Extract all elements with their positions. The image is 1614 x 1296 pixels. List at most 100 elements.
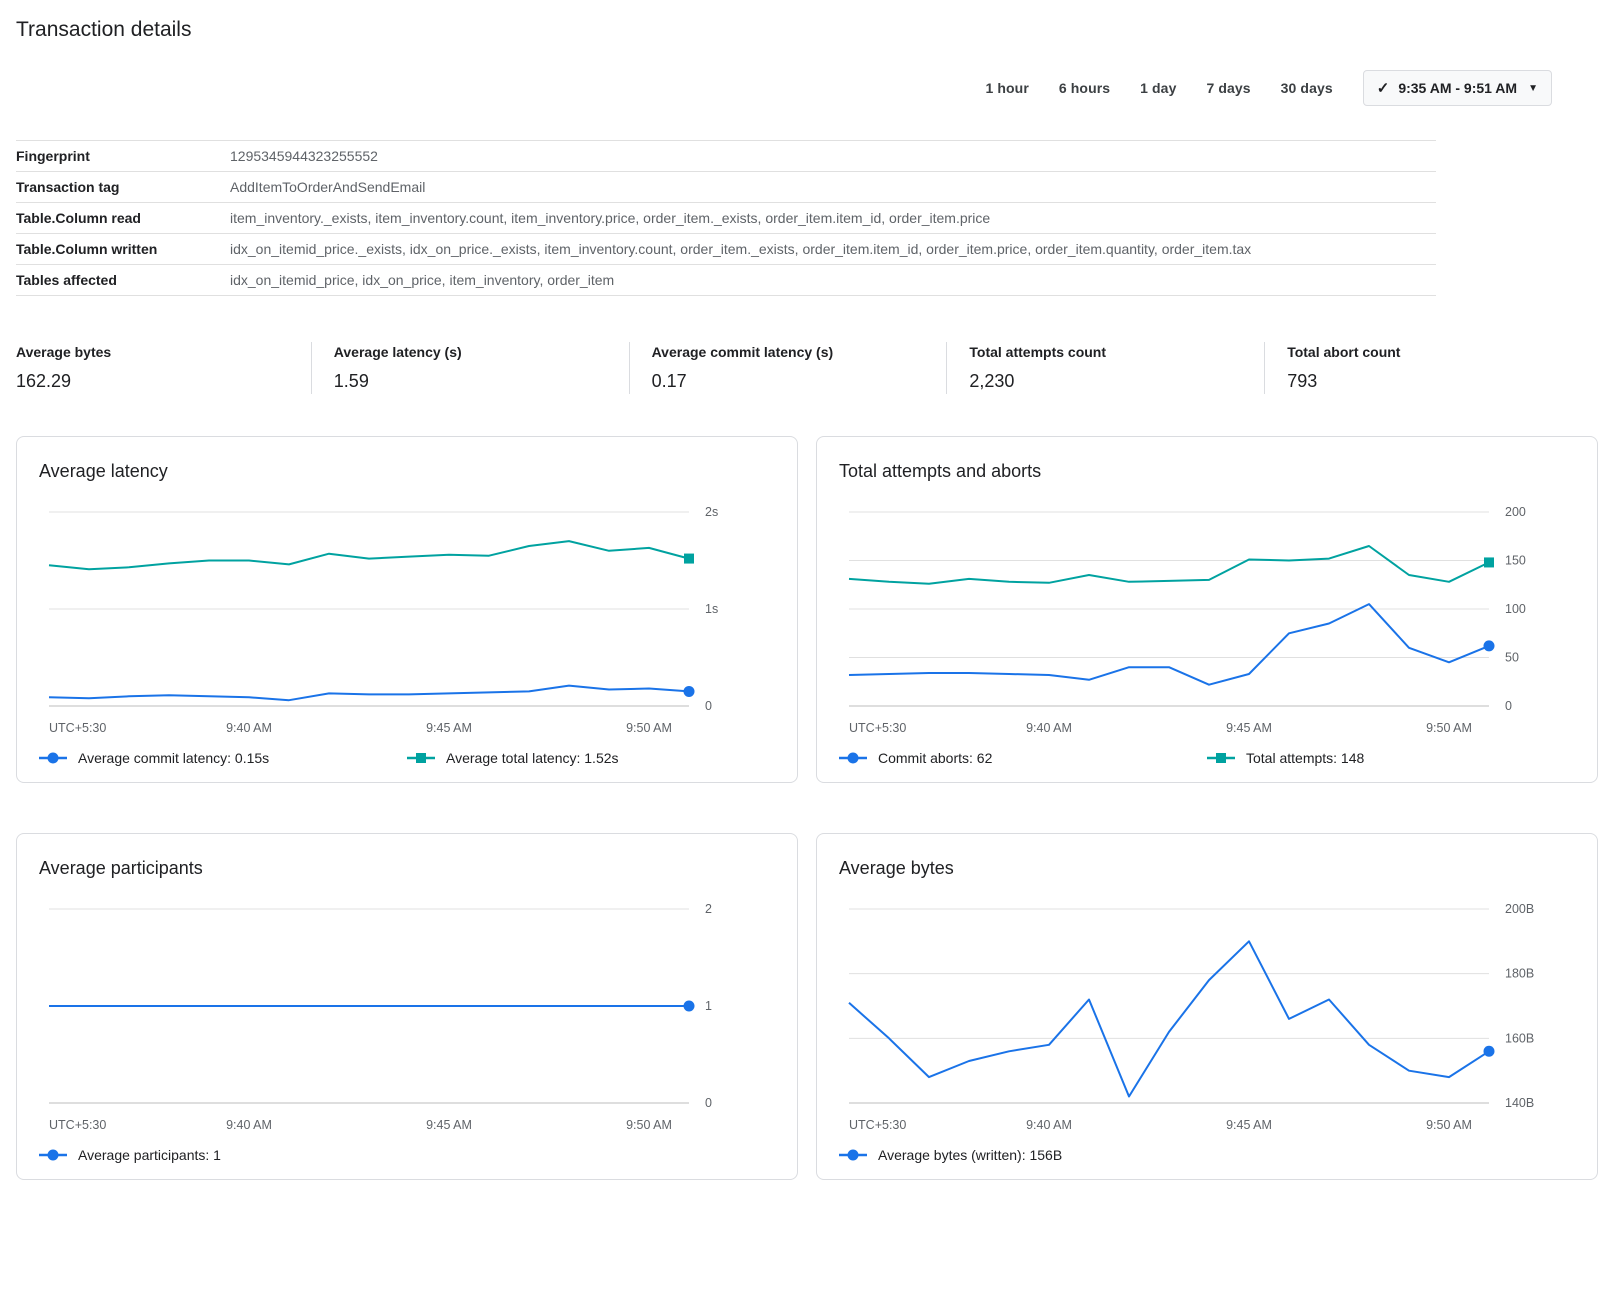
check-icon: ✓ [1376, 80, 1390, 97]
svg-text:1s: 1s [705, 602, 718, 616]
stat-average-commit-latency: Average commit latency (s) 0.17 [628, 342, 947, 394]
svg-text:200: 200 [1505, 505, 1526, 519]
table-row: Transaction tag AddItemToOrderAndSendEma… [16, 171, 1436, 202]
legend-label: Average participants: 1 [78, 1147, 221, 1163]
detail-label: Tables affected [16, 272, 117, 288]
table-row: Table.Column read item_inventory._exists… [16, 202, 1436, 233]
stat-average-bytes: Average bytes 162.29 [16, 342, 311, 394]
legend-dot-marker-icon [39, 752, 67, 764]
detail-label: Transaction tag [16, 179, 120, 195]
legend-item[interactable]: Average commit latency: 0.15s [39, 750, 407, 766]
legend-dot-marker-icon [39, 1149, 67, 1161]
svg-text:9:40 AM: 9:40 AM [1026, 721, 1072, 735]
svg-text:140B: 140B [1505, 1096, 1534, 1110]
detail-value: AddItemToOrderAndSendEmail [230, 179, 426, 195]
legend-item[interactable]: Total attempts: 148 [1207, 750, 1575, 766]
chart-card-average-latency: Average latency 0 1s 2s UTC+5:30 9:40 AM 9:45… [16, 436, 798, 783]
time-range-bar: 1 hour 6 hours 1 day 7 days 30 days ✓ 9:… [16, 70, 1552, 106]
svg-text:2s: 2s [705, 505, 718, 519]
table-row: Fingerprint 1295345944323255552 [16, 140, 1436, 171]
page-title: Transaction details [16, 18, 192, 41]
stats-row: Average bytes 162.29 Average latency (s)… [16, 342, 1582, 394]
average-latency-chart[interactable]: 0 1s 2s UTC+5:30 9:40 AM 9:45 AM 9:50 AM [39, 498, 761, 744]
detail-value: idx_on_itemid_price, idx_on_price, item_… [230, 272, 615, 288]
legend-item[interactable]: Average participants: 1 [39, 1147, 775, 1163]
legend-dot-marker-icon [839, 1149, 867, 1161]
stat-label: Total attempts count [969, 344, 1107, 360]
legend-label: Commit aborts: 62 [878, 750, 993, 766]
stat-value: 162.29 [16, 371, 72, 391]
svg-text:2: 2 [705, 902, 712, 916]
stat-value: 1.59 [333, 371, 369, 391]
svg-text:100: 100 [1505, 602, 1526, 616]
svg-text:160B: 160B [1505, 1031, 1534, 1045]
detail-value: item_inventory._exists, item_inventory.c… [230, 210, 991, 226]
detail-label: Table.Column read [16, 210, 141, 226]
svg-text:200B: 200B [1505, 902, 1534, 916]
legend-item[interactable]: Commit aborts: 62 [839, 750, 1207, 766]
time-range-option-7-days[interactable]: 7 days [1206, 80, 1251, 96]
svg-text:9:50 AM: 9:50 AM [1426, 1118, 1472, 1132]
stat-label: Average bytes [16, 344, 112, 360]
detail-value: 1295345944323255552 [230, 148, 378, 164]
time-range-option-1-hour[interactable]: 1 hour [985, 80, 1029, 96]
chevron-down-icon: ▼ [1528, 82, 1538, 94]
chart-title: Average latency [39, 461, 168, 481]
svg-text:UTC+5:30: UTC+5:30 [49, 1118, 106, 1132]
chart-title: Average bytes [839, 858, 954, 878]
svg-text:UTC+5:30: UTC+5:30 [849, 721, 906, 735]
svg-text:9:40 AM: 9:40 AM [226, 1118, 272, 1132]
svg-text:50: 50 [1505, 651, 1519, 665]
svg-text:9:40 AM: 9:40 AM [226, 721, 272, 735]
svg-text:9:50 AM: 9:50 AM [1426, 721, 1472, 735]
svg-text:180B: 180B [1505, 967, 1534, 981]
legend-square-marker-icon [1207, 753, 1235, 763]
charts-grid: Average latency 0 1s 2s UTC+5:30 9:40 AM 9:45… [16, 436, 1598, 1180]
time-range-selector[interactable]: ✓ 9:35 AM - 9:51 AM ▼ [1362, 70, 1552, 106]
stat-label: Average commit latency (s) [651, 344, 834, 360]
svg-text:150: 150 [1505, 554, 1526, 568]
stat-value: 2,230 [969, 371, 1015, 391]
average-bytes-chart[interactable]: 140B 160B 180B 200B UTC+5:30 9:40 AM 9:45 AM 9:… [839, 895, 1561, 1141]
time-range-option-30-days[interactable]: 30 days [1280, 80, 1333, 96]
chart-legend: Average bytes (written): 156B [839, 1147, 1575, 1163]
legend-square-marker-icon [407, 753, 435, 763]
legend-label: Average bytes (written): 156B [878, 1147, 1063, 1163]
chart-legend: Average commit latency: 0.15s Average tot… [39, 750, 775, 766]
svg-text:0: 0 [705, 699, 712, 713]
svg-text:9:45 AM: 9:45 AM [426, 1118, 472, 1132]
legend-item[interactable]: Average bytes (written): 156B [839, 1147, 1575, 1163]
page-container: Transaction details 1 hour 6 hours 1 day… [16, 18, 1598, 1180]
chart-card-average-participants: Average participants 0 1 2 UTC+5:30 9:40 AM 9… [16, 833, 798, 1180]
chart-legend: Average participants: 1 [39, 1147, 775, 1163]
svg-text:9:50 AM: 9:50 AM [626, 1118, 672, 1132]
stat-average-latency: Average latency (s) 1.59 [310, 342, 629, 394]
svg-text:9:45 AM: 9:45 AM [1226, 1118, 1272, 1132]
svg-text:UTC+5:30: UTC+5:30 [849, 1118, 906, 1132]
total-attempts-and-aborts-chart[interactable]: 0 50 100 150 200 UTC+5:30 9:40 AM 9:45 AM 9:50 A… [839, 498, 1561, 744]
svg-text:9:40 AM: 9:40 AM [1026, 1118, 1072, 1132]
legend-label: Average commit latency: 0.15s [78, 750, 270, 766]
svg-text:9:50 AM: 9:50 AM [626, 721, 672, 735]
detail-label: Table.Column written [16, 241, 158, 257]
detail-value: idx_on_itemid_price._exists, idx_on_pric… [230, 241, 1252, 257]
stat-total-abort-count: Total abort count 793 [1264, 342, 1582, 394]
stat-total-attempts-count: Total attempts count 2,230 [946, 342, 1264, 394]
chart-card-total-attempts-and-aborts: Total attempts and aborts 0 50 100 150 200 UT… [816, 436, 1598, 783]
svg-text:9:45 AM: 9:45 AM [426, 721, 472, 735]
svg-text:UTC+5:30: UTC+5:30 [49, 721, 106, 735]
chart-title: Average participants [39, 858, 203, 878]
svg-text:9:45 AM: 9:45 AM [1226, 721, 1272, 735]
time-range-option-1-day[interactable]: 1 day [1140, 80, 1177, 96]
legend-item[interactable]: Average total latency: 1.52s [407, 750, 775, 766]
stat-label: Average latency (s) [333, 344, 462, 360]
chart-legend: Commit aborts: 62 Total attempts: 148 [839, 750, 1575, 766]
svg-text:0: 0 [1505, 699, 1512, 713]
legend-label: Total attempts: 148 [1246, 750, 1365, 766]
svg-text:0: 0 [705, 1096, 712, 1110]
table-row: Tables affected idx_on_itemid_price, idx… [16, 264, 1436, 295]
time-range-option-6-hours[interactable]: 6 hours [1058, 80, 1111, 96]
chart-card-average-bytes: Average bytes 140B 160B 180B 200B UTC+5:30 9:… [816, 833, 1598, 1180]
average-participants-chart[interactable]: 0 1 2 UTC+5:30 9:40 AM 9:45 AM 9:50 AM [39, 895, 761, 1141]
legend-dot-marker-icon [839, 752, 867, 764]
